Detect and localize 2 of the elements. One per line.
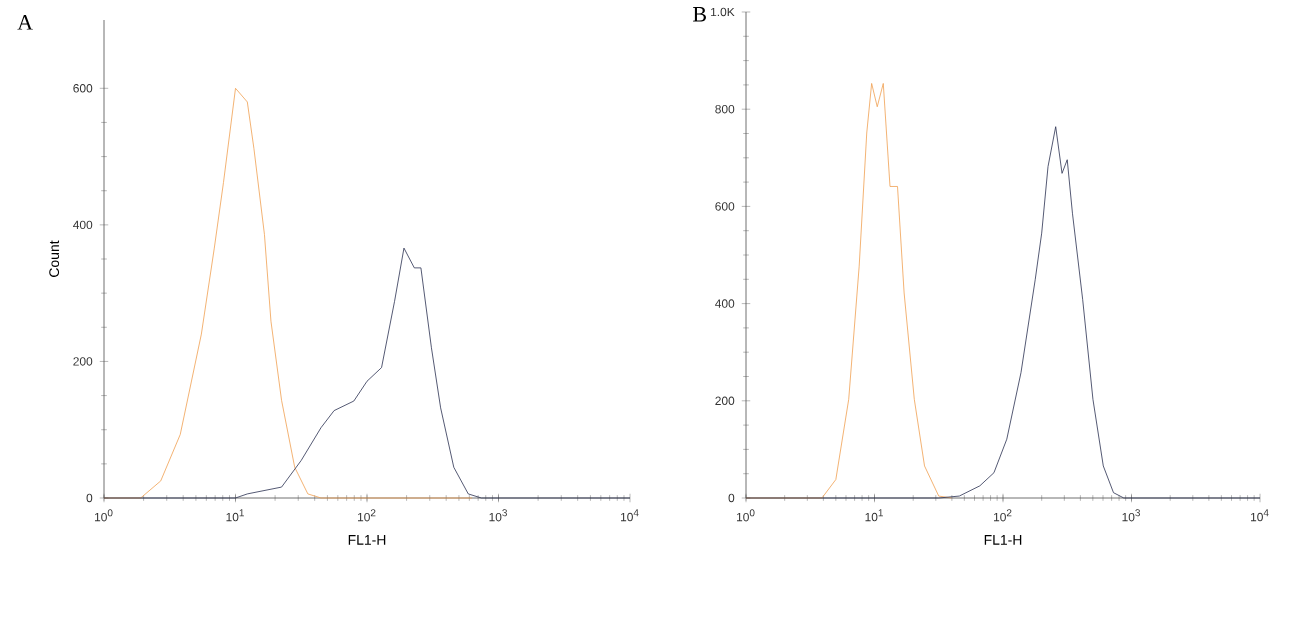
- chart-title: B: [693, 7, 706, 22]
- chart-title: A: [17, 15, 33, 30]
